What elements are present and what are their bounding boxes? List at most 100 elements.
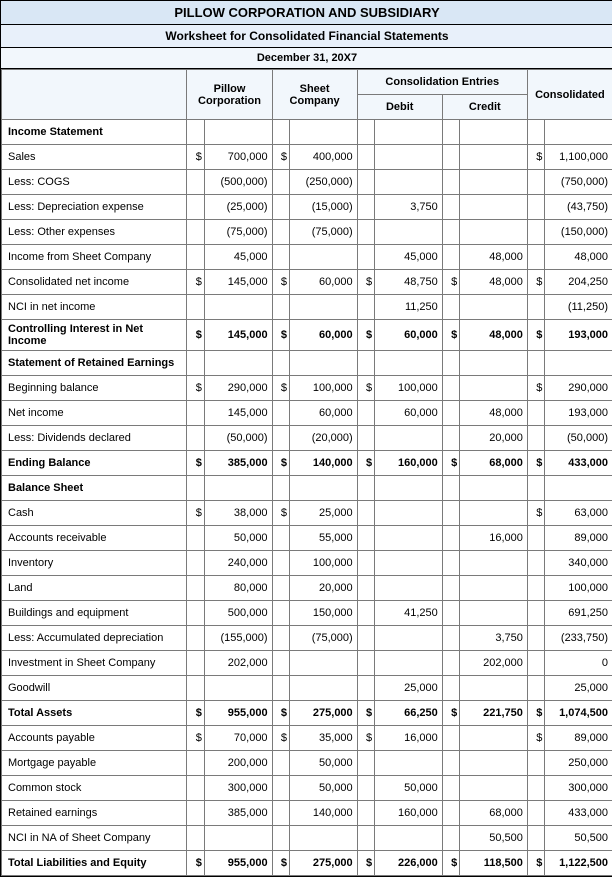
- currency-symbol: [442, 245, 459, 270]
- cell-pillow: 145,000: [204, 401, 272, 426]
- cell-sheet: 140,000: [290, 801, 358, 826]
- cell-pillow: [204, 676, 272, 701]
- table-row: Accounts payable$70,000$35,000$16,000$89…: [2, 726, 612, 751]
- currency-symbol: [272, 195, 289, 220]
- currency-symbol: $: [187, 320, 204, 351]
- currency-symbol: $: [357, 320, 374, 351]
- currency-symbol: [527, 626, 544, 651]
- row-label: Statement of Retained Earnings: [2, 351, 187, 376]
- cell-credit: [460, 501, 528, 526]
- table-row: NCI in NA of Sheet Company50,50050,500: [2, 826, 612, 851]
- cell-pillow: (155,000): [204, 626, 272, 651]
- table-row: Income Statement: [2, 120, 612, 145]
- cell-sheet: 275,000: [290, 701, 358, 726]
- currency-symbol: [187, 401, 204, 426]
- currency-symbol: [527, 295, 544, 320]
- currency-symbol: [442, 826, 459, 851]
- cell-pillow: [204, 476, 272, 501]
- currency-symbol: [442, 551, 459, 576]
- cell-pillow: 955,000: [204, 701, 272, 726]
- cell-debit: 60,000: [375, 320, 443, 351]
- cell-sheet: (20,000): [290, 426, 358, 451]
- cell-credit: [460, 145, 528, 170]
- cell-pillow: 45,000: [204, 245, 272, 270]
- currency-symbol: [357, 501, 374, 526]
- cell-debit: 41,250: [375, 601, 443, 626]
- cell-credit: [460, 726, 528, 751]
- currency-symbol: [527, 776, 544, 801]
- currency-symbol: [187, 576, 204, 601]
- cell-debit: 45,000: [375, 245, 443, 270]
- cell-debit: 160,000: [375, 451, 443, 476]
- cell-sheet: 50,000: [290, 776, 358, 801]
- cell-sheet: 55,000: [290, 526, 358, 551]
- cell-sheet: 20,000: [290, 576, 358, 601]
- currency-symbol: $: [442, 320, 459, 351]
- currency-symbol: [357, 145, 374, 170]
- cell-debit: 100,000: [375, 376, 443, 401]
- row-label: Less: Dividends declared: [2, 426, 187, 451]
- currency-symbol: [187, 651, 204, 676]
- cell-consolidated: 48,000: [545, 245, 612, 270]
- currency-symbol: $: [527, 851, 544, 876]
- currency-symbol: [442, 751, 459, 776]
- currency-symbol: [272, 351, 289, 376]
- currency-symbol: [357, 751, 374, 776]
- currency-symbol: [187, 351, 204, 376]
- table-row: Less: Dividends declared(50,000)(20,000)…: [2, 426, 612, 451]
- currency-symbol: [527, 601, 544, 626]
- cell-credit: [460, 295, 528, 320]
- table-row: Net income145,00060,00060,00048,000193,0…: [2, 401, 612, 426]
- cell-sheet: 100,000: [290, 551, 358, 576]
- cell-sheet: 50,000: [290, 751, 358, 776]
- currency-symbol: $: [187, 270, 204, 295]
- currency-symbol: [187, 476, 204, 501]
- currency-symbol: [272, 776, 289, 801]
- cell-consolidated: (233,750): [545, 626, 612, 651]
- currency-symbol: [442, 170, 459, 195]
- cell-pillow: 145,000: [204, 320, 272, 351]
- row-label: Cash: [2, 501, 187, 526]
- cell-consolidated: 250,000: [545, 751, 612, 776]
- title-line-2: Worksheet for Consolidated Financial Sta…: [1, 25, 612, 48]
- currency-symbol: [527, 651, 544, 676]
- row-label: Net income: [2, 401, 187, 426]
- currency-symbol: [442, 376, 459, 401]
- currency-symbol: [442, 801, 459, 826]
- currency-symbol: [187, 801, 204, 826]
- cell-consolidated: [545, 120, 612, 145]
- cell-consolidated: 300,000: [545, 776, 612, 801]
- currency-symbol: $: [442, 270, 459, 295]
- currency-symbol: [442, 295, 459, 320]
- cell-sheet: 60,000: [290, 320, 358, 351]
- currency-symbol: [357, 651, 374, 676]
- currency-symbol: [442, 401, 459, 426]
- currency-symbol: [442, 195, 459, 220]
- currency-symbol: [442, 501, 459, 526]
- cell-consolidated: 193,000: [545, 401, 612, 426]
- cell-debit: 66,250: [375, 701, 443, 726]
- row-label: Buildings and equipment: [2, 601, 187, 626]
- cell-sheet: 140,000: [290, 451, 358, 476]
- currency-symbol: $: [272, 145, 289, 170]
- currency-symbol: [357, 776, 374, 801]
- header-row-1: Pillow Corporation Sheet Company Consoli…: [2, 70, 612, 95]
- currency-symbol: $: [272, 501, 289, 526]
- cell-sheet: [290, 351, 358, 376]
- row-label: Inventory: [2, 551, 187, 576]
- cell-pillow: [204, 120, 272, 145]
- cell-credit: 221,750: [460, 701, 528, 726]
- currency-symbol: [442, 351, 459, 376]
- row-label: Sales: [2, 145, 187, 170]
- cell-credit: [460, 351, 528, 376]
- currency-symbol: [442, 576, 459, 601]
- currency-symbol: [442, 726, 459, 751]
- currency-symbol: [187, 426, 204, 451]
- cell-debit: [375, 426, 443, 451]
- cell-debit: [375, 626, 443, 651]
- cell-pillow: 80,000: [204, 576, 272, 601]
- currency-symbol: $: [187, 451, 204, 476]
- cell-consolidated: 433,000: [545, 451, 612, 476]
- currency-symbol: [527, 245, 544, 270]
- currency-symbol: [187, 626, 204, 651]
